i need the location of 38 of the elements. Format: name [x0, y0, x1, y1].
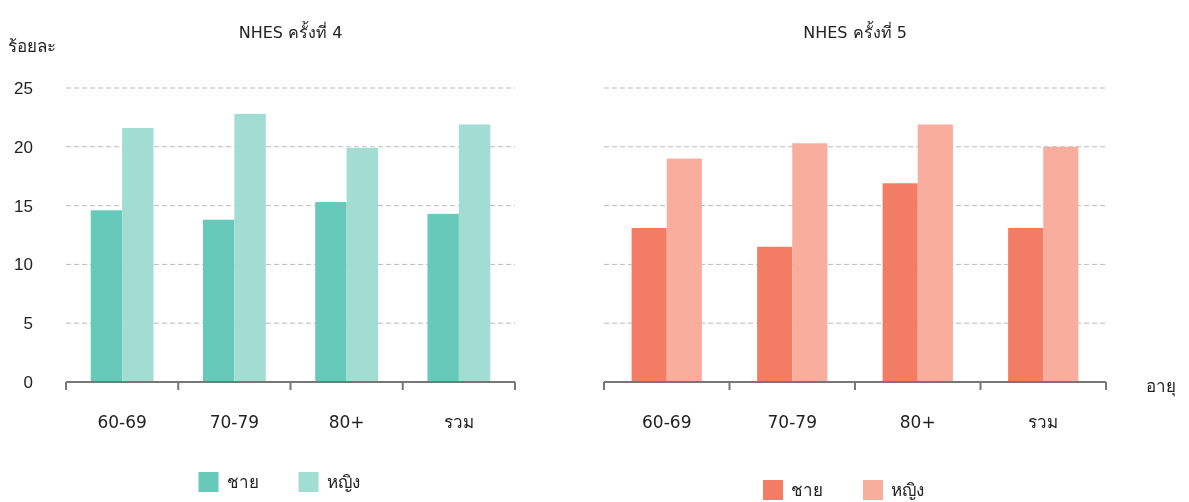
bar [427, 213, 459, 382]
legend-label: หญิง [891, 480, 924, 500]
bar [346, 147, 379, 382]
chart-title: NHES ครั้งที่ 5 [803, 21, 907, 42]
bar [1043, 146, 1079, 382]
bar [315, 202, 347, 382]
y-tick-label: 20 [14, 137, 33, 157]
y-tick-label: 15 [14, 196, 33, 216]
bar [792, 143, 828, 382]
x-tick-label: 80+ [328, 412, 365, 432]
bar [202, 219, 235, 382]
bar [458, 124, 491, 382]
y-tick-label: 10 [14, 255, 33, 275]
x-tick-label: รวม [1028, 412, 1059, 432]
x-tick-label: 60-69 [97, 412, 147, 432]
bar [1008, 227, 1044, 382]
x-tick-label: 70-79 [209, 412, 260, 432]
y-tick-label: 25 [14, 78, 33, 98]
chart-title: NHES ครั้งที่ 4 [238, 21, 343, 42]
bar [631, 227, 667, 382]
x-axis-title: อายุ [1146, 376, 1176, 397]
x-tick-label: 70-79 [767, 412, 817, 432]
y-axis-title: ร้อยละ [8, 36, 56, 56]
x-tick-label: 60-69 [642, 412, 692, 432]
bar [234, 113, 266, 382]
bar [882, 183, 918, 382]
bar [917, 124, 953, 382]
bar [757, 246, 793, 382]
legend-label: ชาย [226, 472, 259, 492]
bar [122, 127, 154, 382]
legend-label: ชาย [791, 480, 823, 500]
x-tick-label: รวม [443, 412, 474, 432]
legend-label: หญิง [326, 472, 360, 492]
y-tick-label: 5 [23, 314, 33, 334]
y-tick-label: 0 [23, 372, 33, 392]
bar [666, 158, 702, 382]
x-tick-label: 80+ [899, 412, 936, 432]
bar [90, 210, 123, 382]
